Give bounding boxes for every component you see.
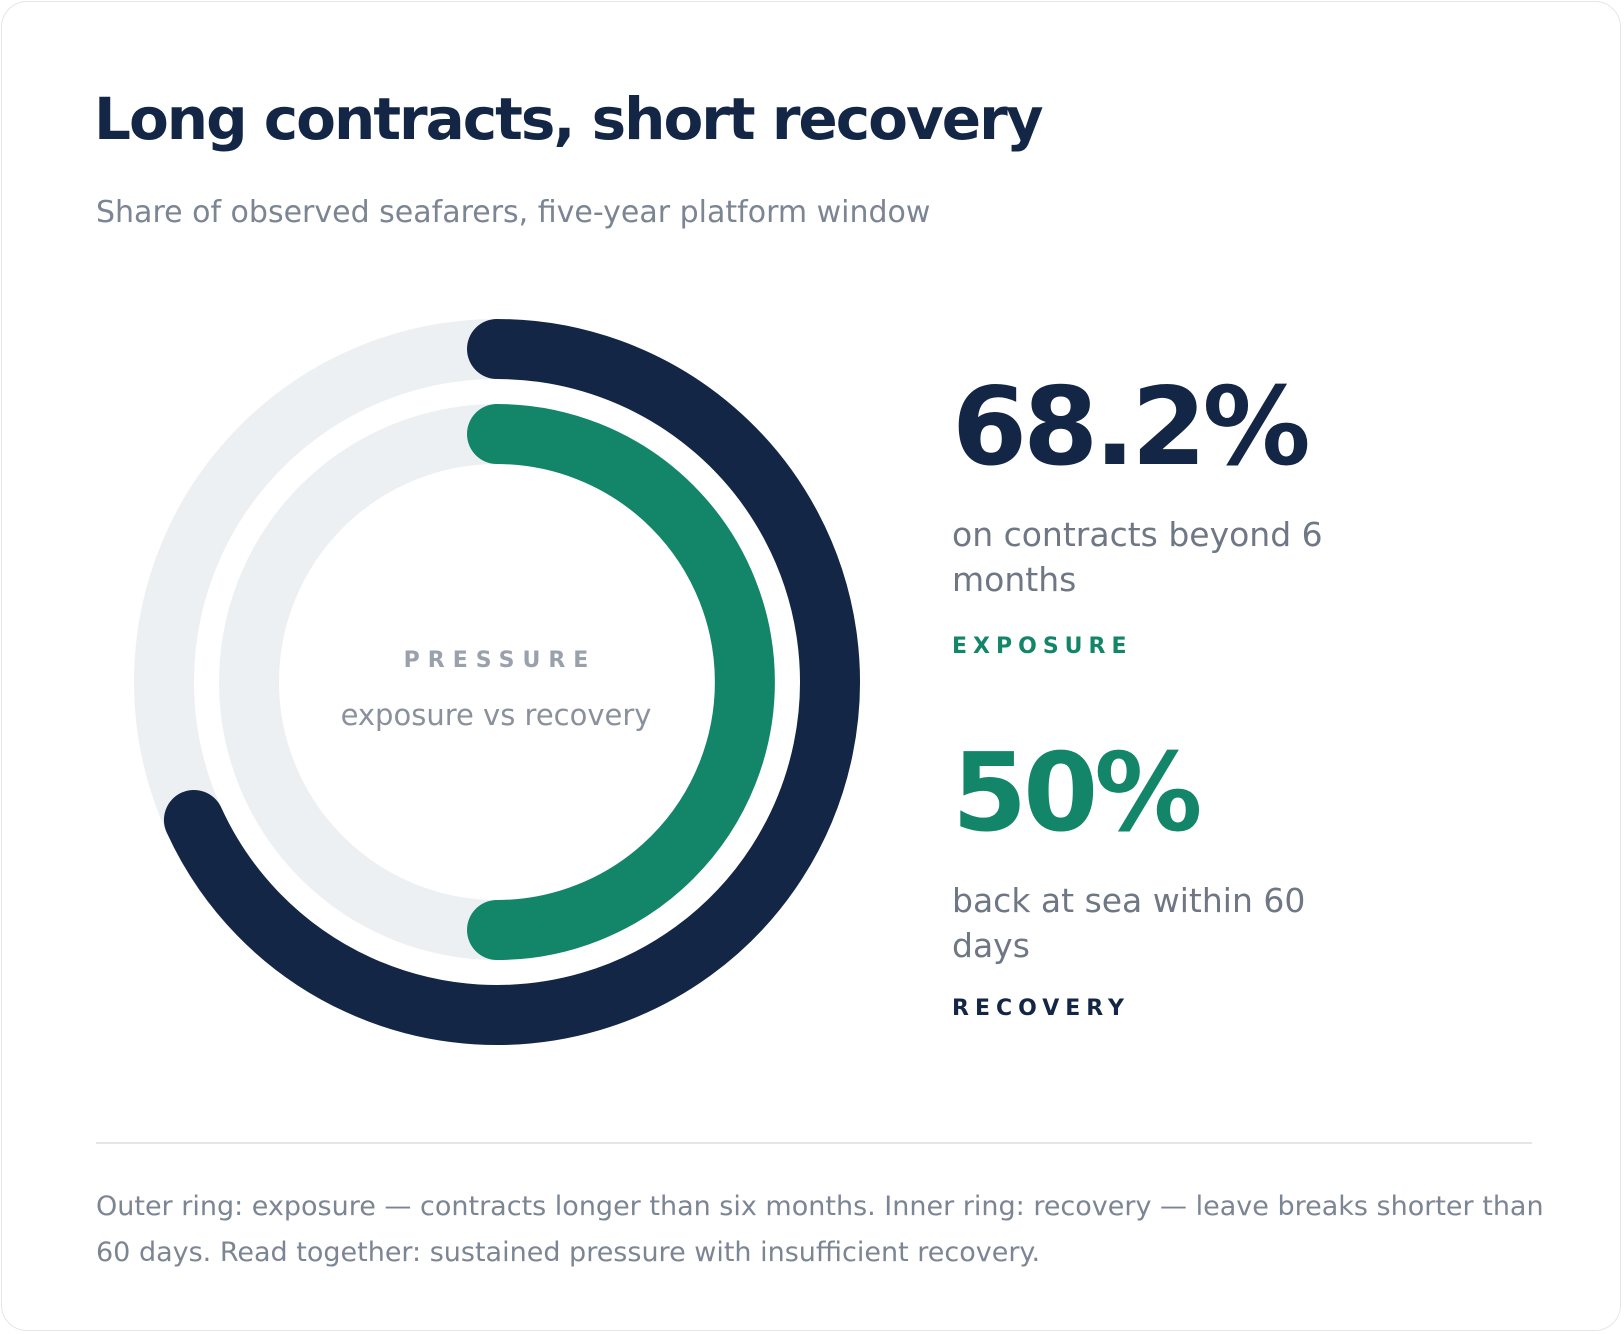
inner-ring-recovery-arc: [467, 404, 775, 960]
stat-exposure-value: 68.2%: [952, 365, 1311, 490]
center-sublabel: exposure vs recovery: [340, 698, 652, 732]
stat-recovery-description: back at sea within 60 days: [952, 881, 1306, 965]
chart-title: Long contracts, short recovery: [94, 85, 1044, 153]
chart-subtitle: Share of observed seafarers, five-year p…: [96, 195, 931, 230]
stat-recovery-tag: RECOVERY: [952, 996, 1130, 1021]
radial-chart: [134, 319, 860, 1045]
stat-exposure-tag: EXPOSURE: [952, 634, 1133, 659]
stat-exposure: 68.2% on contracts beyond 6 months EXPOS…: [952, 365, 1572, 660]
divider: [96, 1142, 1532, 1144]
stat-exposure-description: on contracts beyond 6 months: [952, 515, 1323, 599]
outer-ring-exposure-arc: [163, 319, 860, 1045]
footnote: Outer ring: exposure — contracts longer …: [96, 1191, 1544, 1268]
stat-recovery-value: 50%: [952, 731, 1203, 856]
center-kicker: PRESSURE: [403, 648, 597, 673]
stat-recovery: 50% back at sea within 60 days RECOVERY: [952, 731, 1572, 1022]
